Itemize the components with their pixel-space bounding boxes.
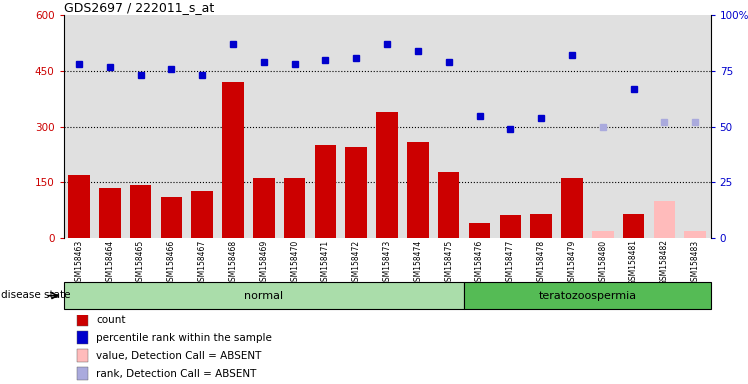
Bar: [341, 15, 372, 238]
Text: normal: normal: [245, 291, 283, 301]
Text: disease state: disease state: [1, 290, 70, 300]
Bar: [500, 215, 521, 238]
Bar: [557, 15, 587, 238]
Bar: [284, 177, 305, 238]
Bar: [130, 185, 151, 238]
Text: percentile rank within the sample: percentile rank within the sample: [96, 333, 272, 343]
Bar: [649, 15, 680, 238]
Text: rank, Detection Call = ABSENT: rank, Detection Call = ABSENT: [96, 369, 257, 379]
Bar: [253, 177, 275, 238]
Bar: [376, 112, 398, 238]
Bar: [310, 15, 341, 238]
Bar: [526, 15, 557, 238]
Bar: [76, 313, 88, 326]
Text: GDS2697 / 222011_s_at: GDS2697 / 222011_s_at: [64, 1, 214, 14]
Bar: [99, 188, 120, 238]
Bar: [433, 15, 464, 238]
Text: value, Detection Call = ABSENT: value, Detection Call = ABSENT: [96, 351, 261, 361]
Bar: [372, 15, 402, 238]
Bar: [402, 15, 433, 238]
Text: count: count: [96, 315, 126, 325]
Bar: [618, 15, 649, 238]
Bar: [76, 331, 88, 344]
Bar: [64, 15, 94, 238]
Bar: [218, 15, 248, 238]
Bar: [561, 177, 583, 238]
Bar: [407, 142, 429, 238]
Bar: [592, 232, 613, 238]
Text: teratozoospermia: teratozoospermia: [539, 291, 637, 301]
Bar: [125, 15, 156, 238]
Bar: [279, 15, 310, 238]
Bar: [64, 282, 464, 309]
Bar: [587, 15, 618, 238]
Bar: [654, 201, 675, 238]
Bar: [438, 172, 459, 238]
Bar: [530, 214, 552, 238]
Bar: [464, 15, 495, 238]
Bar: [94, 15, 125, 238]
Bar: [161, 197, 183, 238]
Bar: [315, 145, 337, 238]
Bar: [464, 282, 711, 309]
Bar: [191, 190, 213, 238]
Bar: [469, 223, 490, 238]
Bar: [222, 82, 244, 238]
Bar: [76, 367, 88, 380]
Bar: [346, 147, 367, 238]
Bar: [684, 232, 706, 238]
Bar: [156, 15, 187, 238]
Bar: [623, 214, 644, 238]
Bar: [680, 15, 711, 238]
Bar: [76, 349, 88, 362]
Bar: [187, 15, 218, 238]
Bar: [68, 175, 90, 238]
Bar: [248, 15, 279, 238]
Bar: [495, 15, 526, 238]
